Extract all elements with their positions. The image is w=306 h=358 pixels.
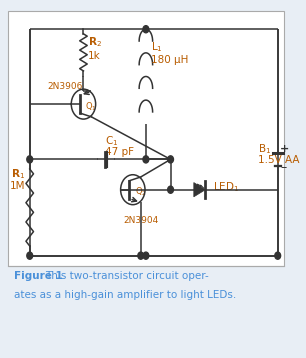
Text: B$_1$: B$_1$ [258, 142, 271, 156]
Circle shape [168, 156, 174, 163]
Polygon shape [194, 183, 205, 197]
Text: C$_1$: C$_1$ [105, 134, 118, 148]
Text: ates as a high-gain amplifier to light LEDs.: ates as a high-gain amplifier to light L… [14, 290, 236, 300]
Text: –: – [280, 161, 287, 174]
Circle shape [168, 186, 174, 193]
Circle shape [143, 26, 149, 33]
Text: 1k: 1k [88, 51, 101, 61]
Circle shape [27, 156, 33, 163]
Text: 1.5V AA: 1.5V AA [258, 155, 299, 165]
Text: 2N3906: 2N3906 [47, 82, 83, 91]
Text: LED$_1$: LED$_1$ [213, 180, 239, 194]
FancyBboxPatch shape [8, 11, 284, 266]
Circle shape [143, 156, 149, 163]
Text: Q$_2$: Q$_2$ [135, 185, 146, 198]
Text: This two-transistor circuit oper-: This two-transistor circuit oper- [45, 271, 209, 281]
Text: Figure 1: Figure 1 [14, 271, 62, 281]
Text: 47 pF: 47 pF [105, 146, 133, 156]
Text: R$_1$: R$_1$ [11, 167, 25, 181]
Text: L$_1$: L$_1$ [151, 40, 163, 54]
Circle shape [275, 252, 281, 259]
Text: 2N3904: 2N3904 [124, 217, 159, 226]
Circle shape [138, 252, 144, 259]
Text: +: + [280, 144, 289, 154]
Text: 180 μH: 180 μH [151, 55, 188, 65]
Circle shape [143, 252, 149, 259]
Circle shape [27, 252, 33, 259]
Text: Q$_1$: Q$_1$ [85, 100, 97, 112]
Text: 1M: 1M [9, 182, 25, 192]
Text: R$_2$: R$_2$ [88, 36, 102, 49]
